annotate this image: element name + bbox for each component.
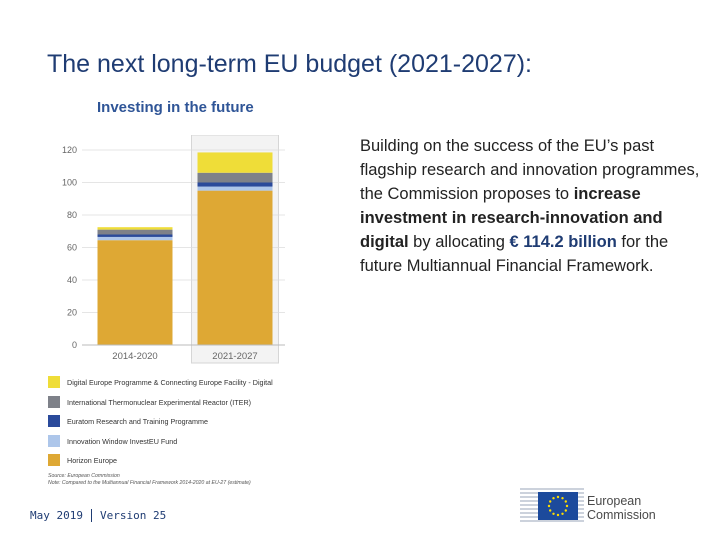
body-paragraph: Building on the success of the EU’s past… [360, 134, 700, 278]
bar-segment [97, 229, 173, 235]
legend-swatch [48, 395, 60, 408]
chart-source-line: Source: European Commission [48, 473, 120, 479]
chart-source: Source: European Commission Note: Compar… [48, 473, 251, 487]
y-tick-label: 80 [67, 210, 77, 220]
bar-segment [97, 240, 173, 345]
bar-segment [97, 227, 173, 230]
bar-segment [197, 172, 273, 183]
body-text-part-1: Building on the success of the EU’s past… [360, 137, 700, 203]
body-text-part-3: for the future Multiannual Financial Fra… [360, 233, 669, 275]
legend-label: Digital Europe Programme & Connecting Eu… [67, 378, 273, 387]
legend-label: Euratom Research and Training Programme [67, 417, 209, 426]
european-commission-logo [520, 488, 584, 522]
eu-flag-star [564, 509, 567, 512]
eu-flag-star [561, 512, 564, 515]
eu-flag-star [547, 504, 551, 508]
bar-segment [97, 236, 173, 241]
bar-segment [97, 234, 173, 237]
y-tick-label: 120 [62, 145, 77, 155]
chart-note-line: Note: Compared to the Multiannual Financ… [48, 480, 251, 486]
footer: May 2019 Version 25 [30, 509, 166, 522]
eu-flag-star [565, 504, 569, 508]
slide-subtitle: Investing in the future [97, 99, 254, 116]
eu-flag-star [561, 497, 564, 500]
legend-label: Horizon Europe [67, 456, 117, 465]
y-tick-label: 0 [72, 340, 77, 350]
legend-swatch [48, 376, 60, 388]
body-text-emphasis: increase investment in research-innovati… [360, 185, 663, 251]
eu-flag-star [552, 512, 555, 515]
legend-label: International Thermonuclear Experimental… [67, 397, 252, 407]
y-tick-label: 20 [67, 308, 77, 318]
y-tick-label: 40 [67, 275, 77, 285]
x-tick-label: 2014-2020 [112, 351, 157, 362]
eu-flag-star [549, 500, 552, 503]
eu-flag-star [552, 497, 555, 500]
x-tick-label: 2021-2027 [212, 351, 257, 362]
eu-flag-star [556, 513, 560, 517]
eu-flag-star [549, 509, 552, 512]
footer-separator [90, 509, 92, 522]
bar-segment [197, 186, 273, 191]
y-tick-label: 60 [67, 243, 77, 253]
stacked-bar-chart: 0 20 40 60 80 100 120 2014-2020 2021-2027 [62, 135, 285, 364]
logo-text-line-1: European [587, 494, 642, 508]
logo-text: European Commission [587, 494, 656, 522]
eu-flag-star [564, 500, 567, 503]
body-text-part-2: by allocating [408, 233, 510, 251]
bar-segment [197, 182, 273, 187]
eu-flag-star [556, 495, 560, 499]
footer-version: Version 25 [99, 509, 167, 522]
bar-segment [197, 190, 273, 345]
bar-segment [197, 152, 273, 173]
legend-label: Innovation Window InvestEU Fund [67, 436, 178, 446]
slide-title: The next long-term EU budget (2021-2027)… [47, 50, 532, 78]
legend-swatch [48, 415, 60, 427]
y-tick-label: 100 [62, 178, 77, 188]
footer-date: May 2019 [30, 509, 83, 522]
legend-swatch [48, 454, 60, 466]
logo-text-line-2: Commission [587, 508, 656, 522]
legend-swatch [48, 434, 60, 447]
body-text-amount: € 114.2 billion [509, 233, 617, 251]
